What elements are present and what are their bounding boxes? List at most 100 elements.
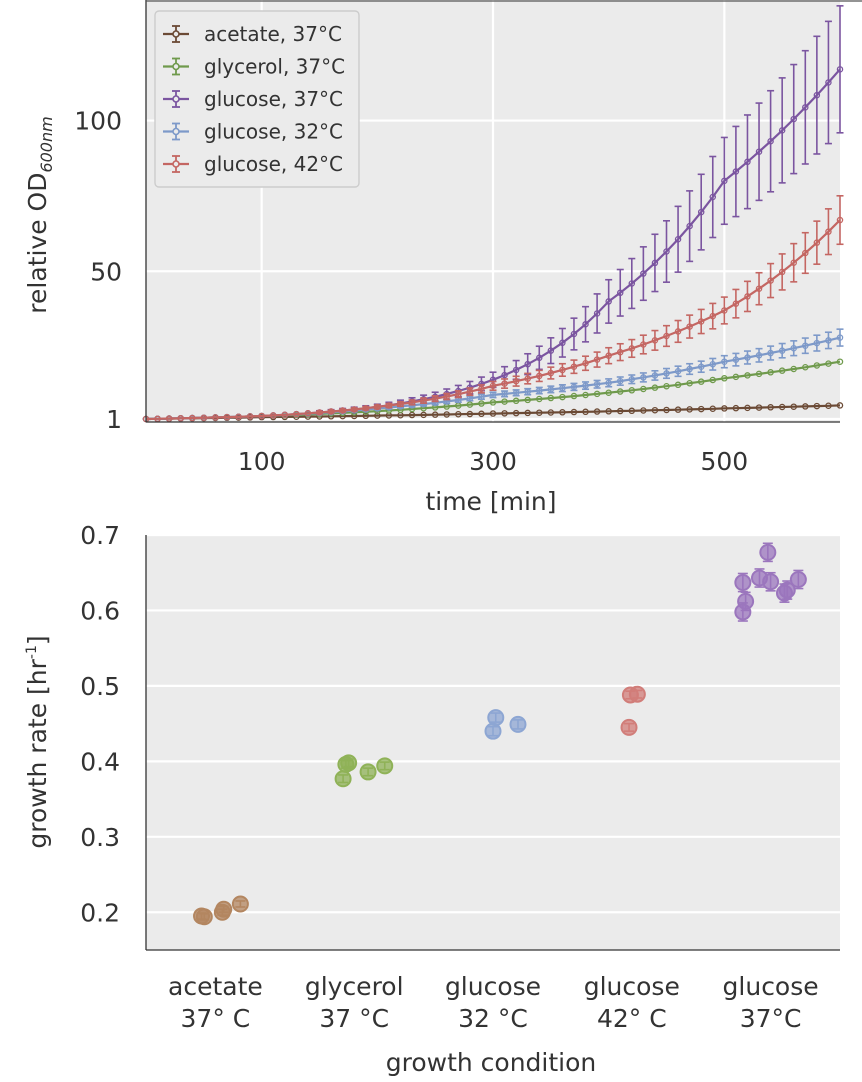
x-tick-label-bottom-line2: 37° C	[181, 1004, 251, 1033]
growth-rate-point-4-4	[759, 543, 777, 561]
category-points-3	[620, 685, 646, 736]
data-point-3-35	[547, 386, 555, 393]
data-point-1-34	[536, 395, 543, 403]
growth-rate-point-2-0	[484, 722, 502, 740]
data-point-0-57	[802, 403, 809, 410]
data-point-0-19	[362, 412, 370, 420]
data-point-3-32	[512, 389, 520, 397]
data-point-1-45	[663, 382, 670, 390]
data-point-0-38	[582, 408, 589, 416]
data-point-3-48	[697, 363, 705, 370]
data-point-3-38	[582, 382, 589, 389]
data-point-0-36	[559, 409, 566, 416]
growth-rate-chart: 0.2 0.3 0.4 0.5 0.6 0.7 acetate 37° C glycerol 37…	[23, 521, 840, 1077]
data-point-0-59	[825, 402, 832, 410]
data-point-3-51	[732, 356, 740, 363]
data-point-4-20	[374, 403, 381, 411]
data-point-4-32	[512, 377, 520, 385]
data-point-4-46	[674, 328, 682, 335]
data-point-4-41	[616, 348, 624, 356]
data-point-1-39	[593, 390, 601, 398]
data-point-1-44	[651, 384, 659, 391]
data-point-3-55	[778, 347, 786, 354]
x-tick-label-bottom-line2: 37 °C	[319, 1004, 389, 1033]
data-point-2-41	[616, 289, 624, 297]
data-point-4-25	[431, 395, 439, 402]
data-point-4-38	[582, 360, 589, 367]
data-point-3-57	[802, 342, 809, 349]
y-tick-label-top: 100	[74, 107, 122, 136]
data-point-4-9	[246, 413, 254, 420]
growth-rate-point-0-1	[195, 908, 213, 926]
data-point-2-47	[686, 222, 693, 230]
data-point-1-57	[802, 364, 809, 371]
x-axis-label-top: time [min]	[425, 487, 556, 516]
data-point-2-39	[593, 310, 601, 317]
data-point-3-37	[570, 383, 578, 391]
legend-label-0: acetate, 37°C	[204, 22, 342, 46]
x-tick-label-top: 300	[469, 447, 517, 476]
data-point-4-34	[536, 372, 543, 380]
data-point-2-60	[836, 66, 844, 73]
growth-rate-point-4-7	[778, 581, 796, 599]
data-point-4-58	[813, 239, 821, 246]
data-point-4-37	[570, 363, 578, 370]
x-tick-label-bottom-line1: acetate	[168, 972, 263, 1001]
data-point-0-45	[663, 406, 670, 414]
data-point-1-58	[813, 362, 821, 369]
data-point-2-56	[790, 115, 797, 123]
data-point-0-47	[686, 406, 693, 413]
data-point-2-33	[524, 360, 531, 368]
time-course-chart: 100 300 500 1 50 100 time [min] relative OD60…	[23, 0, 862, 516]
data-point-1-38	[582, 391, 589, 399]
data-point-3-47	[686, 365, 693, 373]
data-point-4-28	[466, 388, 474, 395]
data-point-0-51	[732, 404, 740, 412]
data-point-1-42	[628, 387, 636, 394]
data-point-2-50	[721, 177, 728, 185]
data-point-4-13	[293, 410, 300, 418]
y-axis-label-bottom: growth rate [hr-1]	[23, 635, 52, 848]
data-point-1-43	[640, 385, 647, 393]
growth-rate-point-1-2	[340, 754, 358, 772]
data-point-3-41	[616, 377, 624, 385]
data-point-0-46	[674, 406, 682, 413]
data-point-4-50	[721, 307, 728, 314]
data-point-4-47	[686, 323, 693, 330]
data-point-0-24	[420, 411, 427, 419]
data-point-4-43	[640, 341, 647, 348]
legend-marker-3	[172, 127, 180, 136]
data-point-3-49	[709, 361, 717, 368]
series-4	[142, 195, 844, 423]
data-point-1-48	[697, 378, 705, 385]
data-point-4-27	[455, 390, 462, 398]
data-point-0-29	[478, 410, 485, 418]
data-point-4-16	[327, 408, 335, 415]
data-point-0-26	[443, 411, 450, 418]
data-point-1-51	[732, 373, 740, 381]
x-tick-label-bottom-line2: 32 °C	[458, 1004, 528, 1033]
data-point-0-28	[466, 410, 474, 418]
data-point-0-32	[512, 409, 520, 417]
x-tick-label-bottom-line1: glycerol	[305, 972, 404, 1001]
y-axis-label-top-main: relative OD	[23, 173, 52, 314]
data-point-0-41	[616, 407, 624, 415]
data-point-4-12	[281, 411, 289, 419]
data-point-1-53	[755, 370, 763, 378]
x-tick-label-bottom-line1: glucose	[723, 972, 819, 1001]
plot-area-bottom	[146, 535, 840, 950]
data-point-2-48	[697, 208, 705, 216]
growth-rate-point-0-3	[215, 900, 233, 918]
legend-marker-1	[172, 62, 180, 71]
data-point-4-8	[235, 413, 242, 421]
data-point-0-43	[640, 407, 647, 414]
data-point-4-10	[258, 412, 265, 420]
data-point-4-31	[501, 380, 508, 387]
data-point-4-17	[339, 407, 346, 414]
data-point-4-7	[223, 413, 231, 421]
tick-labels-bottom: 0.2 0.3 0.4 0.5 0.6 0.7 acetate 37° C glycerol 37…	[80, 521, 818, 1033]
legend-label-2: glucose, 37°C	[204, 87, 343, 111]
data-point-0-30	[489, 410, 497, 417]
data-point-0-25	[431, 411, 439, 418]
data-point-2-43	[640, 270, 647, 277]
